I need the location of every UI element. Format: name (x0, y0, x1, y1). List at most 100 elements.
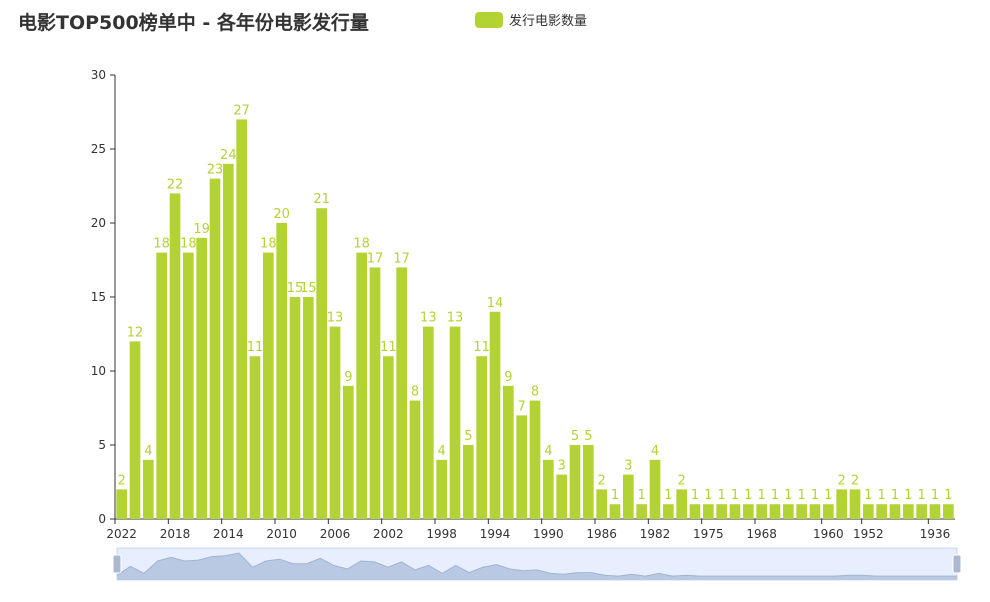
data-label: 14 (487, 296, 504, 311)
data-label: 1 (758, 488, 766, 503)
data-label: 9 (504, 370, 512, 385)
bar[interactable] (516, 415, 527, 519)
bar[interactable] (343, 386, 354, 519)
bar[interactable] (943, 504, 954, 519)
data-label: 2 (118, 473, 126, 488)
y-tick-label: 15 (91, 290, 106, 304)
bar[interactable] (330, 327, 341, 519)
bar[interactable] (743, 504, 754, 519)
data-label: 1 (664, 488, 672, 503)
bar[interactable] (183, 253, 194, 519)
y-tick-label: 25 (91, 142, 106, 156)
x-tick-label: 1952 (853, 527, 884, 541)
data-label: 5 (571, 429, 579, 444)
bar[interactable] (676, 489, 687, 519)
data-label: 1 (904, 488, 912, 503)
bar[interactable] (263, 253, 274, 519)
bar[interactable] (650, 460, 661, 519)
bar[interactable] (143, 460, 154, 519)
bar[interactable] (463, 445, 474, 519)
bar[interactable] (663, 504, 674, 519)
bar[interactable] (730, 504, 741, 519)
x-tick-label: 1990 (533, 527, 564, 541)
bar[interactable] (370, 267, 381, 519)
data-label: 1 (944, 488, 952, 503)
data-label: 13 (327, 311, 344, 326)
data-label: 1 (878, 488, 886, 503)
bar[interactable] (476, 356, 487, 519)
bar[interactable] (703, 504, 714, 519)
bar[interactable] (276, 223, 287, 519)
data-label: 19 (193, 222, 210, 237)
bar[interactable] (156, 253, 167, 519)
x-tick-label: 1975 (693, 527, 724, 541)
bar[interactable] (823, 504, 834, 519)
bar[interactable] (583, 445, 594, 519)
bar[interactable] (196, 238, 207, 519)
bar[interactable] (570, 445, 581, 519)
data-label: 17 (367, 251, 384, 266)
bar[interactable] (410, 401, 421, 519)
y-tick-label: 5 (98, 438, 106, 452)
datazoom-handle-right[interactable] (953, 555, 961, 573)
bar[interactable] (930, 504, 941, 519)
bar[interactable] (116, 489, 127, 519)
bar[interactable] (596, 489, 607, 519)
x-tick-label: 2014 (213, 527, 244, 541)
data-label: 1 (931, 488, 939, 503)
x-tick-label: 1986 (586, 527, 617, 541)
bar[interactable] (876, 504, 887, 519)
data-label: 9 (344, 370, 352, 385)
bar[interactable] (383, 356, 394, 519)
data-label: 12 (127, 325, 144, 340)
y-tick-label: 20 (91, 216, 106, 230)
bar[interactable] (623, 475, 634, 519)
bar[interactable] (490, 312, 501, 519)
bar[interactable] (250, 356, 261, 519)
bar[interactable] (556, 475, 567, 519)
bar[interactable] (783, 504, 794, 519)
datazoom-selection[interactable] (117, 548, 957, 580)
bar[interactable] (450, 327, 461, 519)
bar[interactable] (690, 504, 701, 519)
bar[interactable] (303, 297, 314, 519)
data-label: 11 (247, 340, 264, 355)
x-tick-label: 1994 (480, 527, 511, 541)
data-label: 11 (380, 340, 397, 355)
bar[interactable] (543, 460, 554, 519)
bar[interactable] (316, 208, 327, 519)
bar[interactable] (130, 341, 141, 519)
bar[interactable] (290, 297, 301, 519)
data-label: 1 (864, 488, 872, 503)
bar[interactable] (396, 267, 407, 519)
bar[interactable] (223, 164, 234, 519)
x-tick-label: 2010 (266, 527, 297, 541)
data-label: 1 (891, 488, 899, 503)
bar[interactable] (503, 386, 514, 519)
bar[interactable] (836, 489, 847, 519)
bar[interactable] (356, 253, 367, 519)
bar[interactable] (903, 504, 914, 519)
bar[interactable] (716, 504, 727, 519)
data-label: 1 (704, 488, 712, 503)
bar[interactable] (890, 504, 901, 519)
bar[interactable] (796, 504, 807, 519)
bar[interactable] (863, 504, 874, 519)
bar[interactable] (636, 504, 647, 519)
bar[interactable] (610, 504, 621, 519)
datazoom-handle-left[interactable] (113, 555, 121, 573)
bar[interactable] (436, 460, 447, 519)
x-tick-label: 1960 (813, 527, 844, 541)
bar[interactable] (170, 193, 181, 519)
bar[interactable] (423, 327, 434, 519)
bar[interactable] (810, 504, 821, 519)
data-label: 23 (207, 163, 224, 178)
bar[interactable] (916, 504, 927, 519)
bar[interactable] (850, 489, 861, 519)
data-label: 4 (438, 444, 446, 459)
bar[interactable] (236, 119, 247, 519)
bar[interactable] (530, 401, 541, 519)
bar[interactable] (756, 504, 767, 519)
bar[interactable] (210, 179, 221, 519)
bar[interactable] (770, 504, 781, 519)
